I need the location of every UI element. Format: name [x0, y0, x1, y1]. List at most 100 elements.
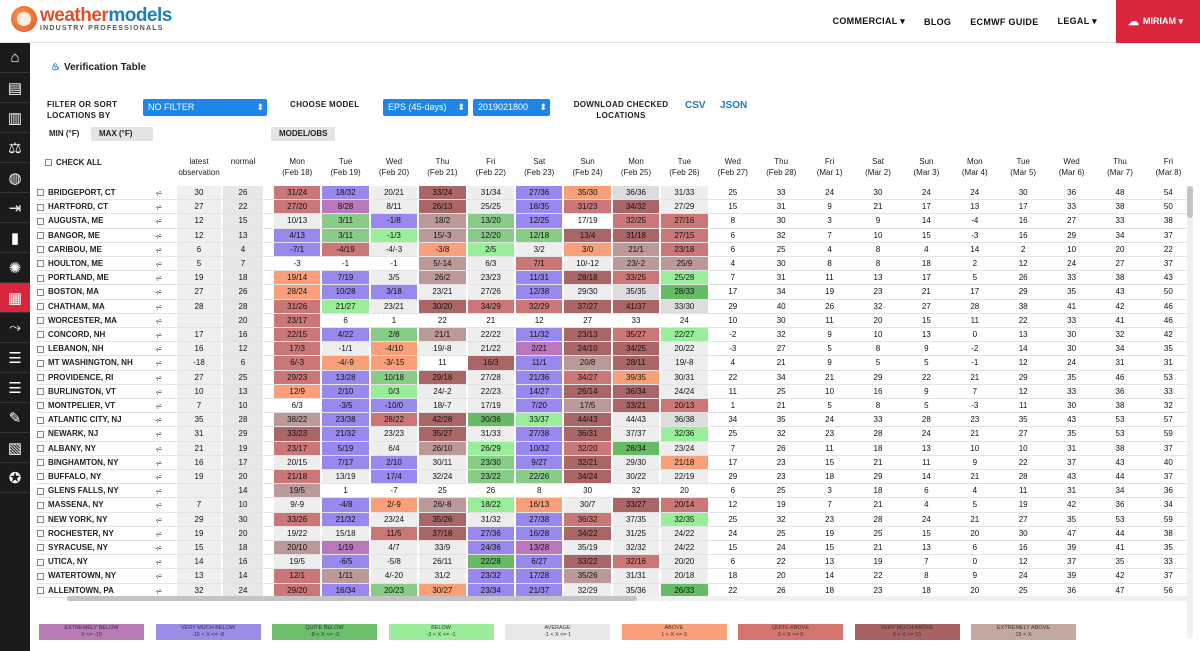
sidebar-button[interactable]: ▮: [0, 223, 30, 253]
location-name[interactable]: ATLANTIC CITY, NJ: [37, 413, 122, 427]
sidebar-button[interactable]: ⇥: [0, 193, 30, 223]
location-name[interactable]: PROVIDENCE, RI: [37, 371, 113, 385]
location-checkbox[interactable]: [37, 373, 44, 381]
location-checkbox[interactable]: [37, 487, 44, 495]
location-checkbox[interactable]: [37, 459, 44, 467]
chart-icon[interactable]: ⩫: [155, 315, 163, 326]
location-checkbox[interactable]: [37, 416, 44, 424]
user-menu-button[interactable]: ☁ MIRIAM ▾: [1116, 0, 1200, 43]
sidebar-button[interactable]: ⌂: [0, 43, 30, 73]
location-name[interactable]: SYRACUSE, NY: [37, 541, 108, 555]
location-name[interactable]: MONTPELIER, VT: [37, 399, 115, 413]
location-checkbox[interactable]: [37, 288, 44, 296]
model-select[interactable]: EPS (45-days): [383, 99, 468, 116]
chart-icon[interactable]: ⩫: [155, 443, 163, 454]
check-all[interactable]: CHECK ALL: [45, 158, 102, 167]
location-name[interactable]: WATERTOWN, NY: [37, 569, 116, 583]
location-name[interactable]: CARIBOU, ME: [37, 243, 102, 257]
location-checkbox[interactable]: [37, 345, 44, 353]
chart-icon[interactable]: ⩫: [155, 358, 163, 369]
chart-icon[interactable]: ⩫: [155, 457, 163, 468]
chart-icon[interactable]: ⩫: [155, 216, 163, 227]
location-checkbox[interactable]: [37, 189, 44, 197]
chart-icon[interactable]: ⩫: [155, 401, 163, 411]
location-name[interactable]: CHATHAM, MA: [37, 300, 105, 314]
sidebar-button[interactable]: ▤: [0, 73, 30, 103]
chart-icon[interactable]: ⩫: [155, 557, 163, 568]
nav-blog[interactable]: BLOG: [924, 16, 952, 27]
chart-icon[interactable]: ⩫: [155, 386, 163, 397]
chart-icon[interactable]: ⩫: [155, 429, 163, 440]
location-checkbox[interactable]: [37, 558, 44, 566]
tab-model-obs[interactable]: MODEL/OBS: [271, 127, 336, 141]
vertical-scrollbar-thumb[interactable]: [1187, 186, 1193, 218]
run-select[interactable]: 2019021800: [473, 99, 550, 116]
tab-min[interactable]: MIN (°F): [41, 127, 88, 141]
chart-icon[interactable]: ⩫: [155, 571, 163, 582]
location-name[interactable]: HARTFORD, CT: [37, 200, 108, 214]
location-name[interactable]: BURLINGTON, VT: [37, 385, 116, 399]
sidebar-button[interactable]: ✺: [0, 253, 30, 283]
chart-icon[interactable]: ⩫: [155, 486, 163, 497]
horizontal-scrollbar[interactable]: [67, 596, 1187, 601]
chart-icon[interactable]: ⩫: [155, 543, 163, 553]
location-checkbox[interactable]: [37, 231, 44, 239]
chart-icon[interactable]: ⩫: [155, 415, 163, 426]
location-name[interactable]: MT WASHINGTON, NH: [37, 356, 133, 370]
sidebar-button[interactable]: ✎: [0, 403, 30, 433]
location-name[interactable]: GLENS FALLS, NY: [37, 484, 119, 498]
chart-icon[interactable]: ⩫: [155, 301, 163, 312]
location-checkbox[interactable]: [37, 473, 44, 481]
horizontal-scrollbar-thumb[interactable]: [67, 596, 637, 601]
location-checkbox[interactable]: [37, 302, 44, 310]
location-checkbox[interactable]: [37, 572, 44, 580]
chart-icon[interactable]: ⩫: [155, 500, 163, 511]
chart-icon[interactable]: ⩫: [155, 273, 163, 284]
location-checkbox[interactable]: [37, 217, 44, 225]
nav-legal[interactable]: LEGAL ▾: [1057, 16, 1097, 26]
location-name[interactable]: ROCHESTER, NY: [37, 527, 114, 541]
location-checkbox[interactable]: [37, 317, 44, 325]
location-checkbox[interactable]: [37, 274, 44, 282]
location-name[interactable]: BUFFALO, NY: [37, 470, 101, 484]
chart-icon[interactable]: ⩫: [155, 528, 163, 539]
sidebar-button[interactable]: ☰: [0, 373, 30, 403]
location-checkbox[interactable]: [37, 515, 44, 523]
sidebar-button[interactable]: ⚖: [0, 133, 30, 163]
location-name[interactable]: BRIDGEPORT, CT: [37, 186, 116, 200]
location-checkbox[interactable]: [37, 544, 44, 552]
location-checkbox[interactable]: [37, 444, 44, 452]
chart-icon[interactable]: ⩫: [155, 330, 163, 340]
check-all-checkbox[interactable]: [45, 159, 52, 167]
chart-icon[interactable]: ⩫: [155, 188, 163, 198]
location-name[interactable]: NEW YORK, NY: [37, 513, 107, 527]
location-checkbox[interactable]: [37, 430, 44, 438]
chart-icon[interactable]: ⩫: [155, 585, 163, 596]
location-name[interactable]: ALLENTOWN, PA: [37, 584, 114, 598]
sidebar-button[interactable]: ▥: [0, 103, 30, 133]
chart-icon[interactable]: ⩫: [155, 287, 163, 298]
chart-icon[interactable]: ⩫: [155, 244, 163, 255]
location-checkbox[interactable]: [37, 530, 44, 538]
location-checkbox[interactable]: [37, 388, 44, 396]
location-checkbox[interactable]: [37, 359, 44, 367]
location-name[interactable]: PORTLAND, ME: [37, 271, 109, 285]
tab-max[interactable]: MAX (°F): [91, 127, 153, 141]
location-name[interactable]: NEWARK, NJ: [37, 427, 98, 441]
chart-icon[interactable]: ⩫: [155, 259, 163, 269]
location-checkbox[interactable]: [37, 501, 44, 509]
location-checkbox[interactable]: [37, 402, 44, 410]
sidebar-button[interactable]: ◍: [0, 163, 30, 193]
chart-icon[interactable]: ⩫: [155, 372, 163, 383]
chart-icon[interactable]: ⩫: [155, 230, 163, 241]
location-checkbox[interactable]: [37, 246, 44, 254]
sidebar-button[interactable]: ☰: [0, 343, 30, 373]
sidebar-button[interactable]: ✪: [0, 463, 30, 493]
location-checkbox[interactable]: [37, 586, 44, 594]
location-name[interactable]: AUGUSTA, ME: [37, 214, 103, 228]
chart-icon[interactable]: ⩫: [155, 202, 163, 213]
vertical-scrollbar[interactable]: [1187, 186, 1193, 638]
csv-link[interactable]: CSV: [685, 100, 706, 111]
sidebar-button[interactable]: ▦: [0, 283, 30, 313]
chart-icon[interactable]: ⩫: [155, 472, 163, 482]
